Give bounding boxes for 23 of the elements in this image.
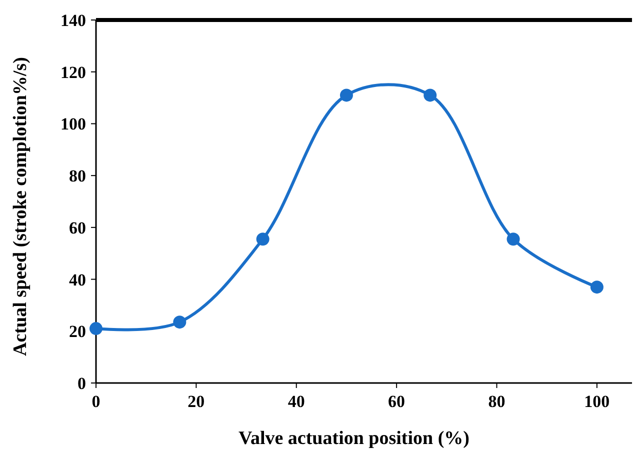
point [506, 232, 520, 246]
point [256, 232, 270, 246]
x-tick-label: 40 [288, 392, 305, 411]
point [590, 280, 604, 294]
y-tick-label: 80 [69, 166, 86, 186]
point [340, 88, 353, 102]
point [173, 316, 186, 329]
y-tick-label: 100 [60, 114, 86, 134]
x-tick-label: 80 [488, 392, 506, 411]
x-tick-label: 0 [92, 392, 100, 411]
x-tick-label: 100 [584, 392, 610, 411]
y-tick-label: 40 [69, 270, 86, 290]
y-tick-label: 20 [69, 322, 86, 342]
point [90, 322, 102, 336]
x-axis-title: Valve actuation position (%) [238, 428, 470, 449]
x-tick-label: 20 [188, 392, 205, 411]
y-tick-label: 60 [69, 218, 86, 238]
y-tick-label: 140 [60, 11, 86, 30]
y-tick-label: 120 [60, 62, 86, 82]
y-tick-label: 0 [78, 374, 86, 393]
x-tick-label: 60 [388, 392, 406, 411]
point [424, 88, 437, 102]
y-axis-title: Actual speed (stroke complotion%/s) [10, 57, 31, 356]
